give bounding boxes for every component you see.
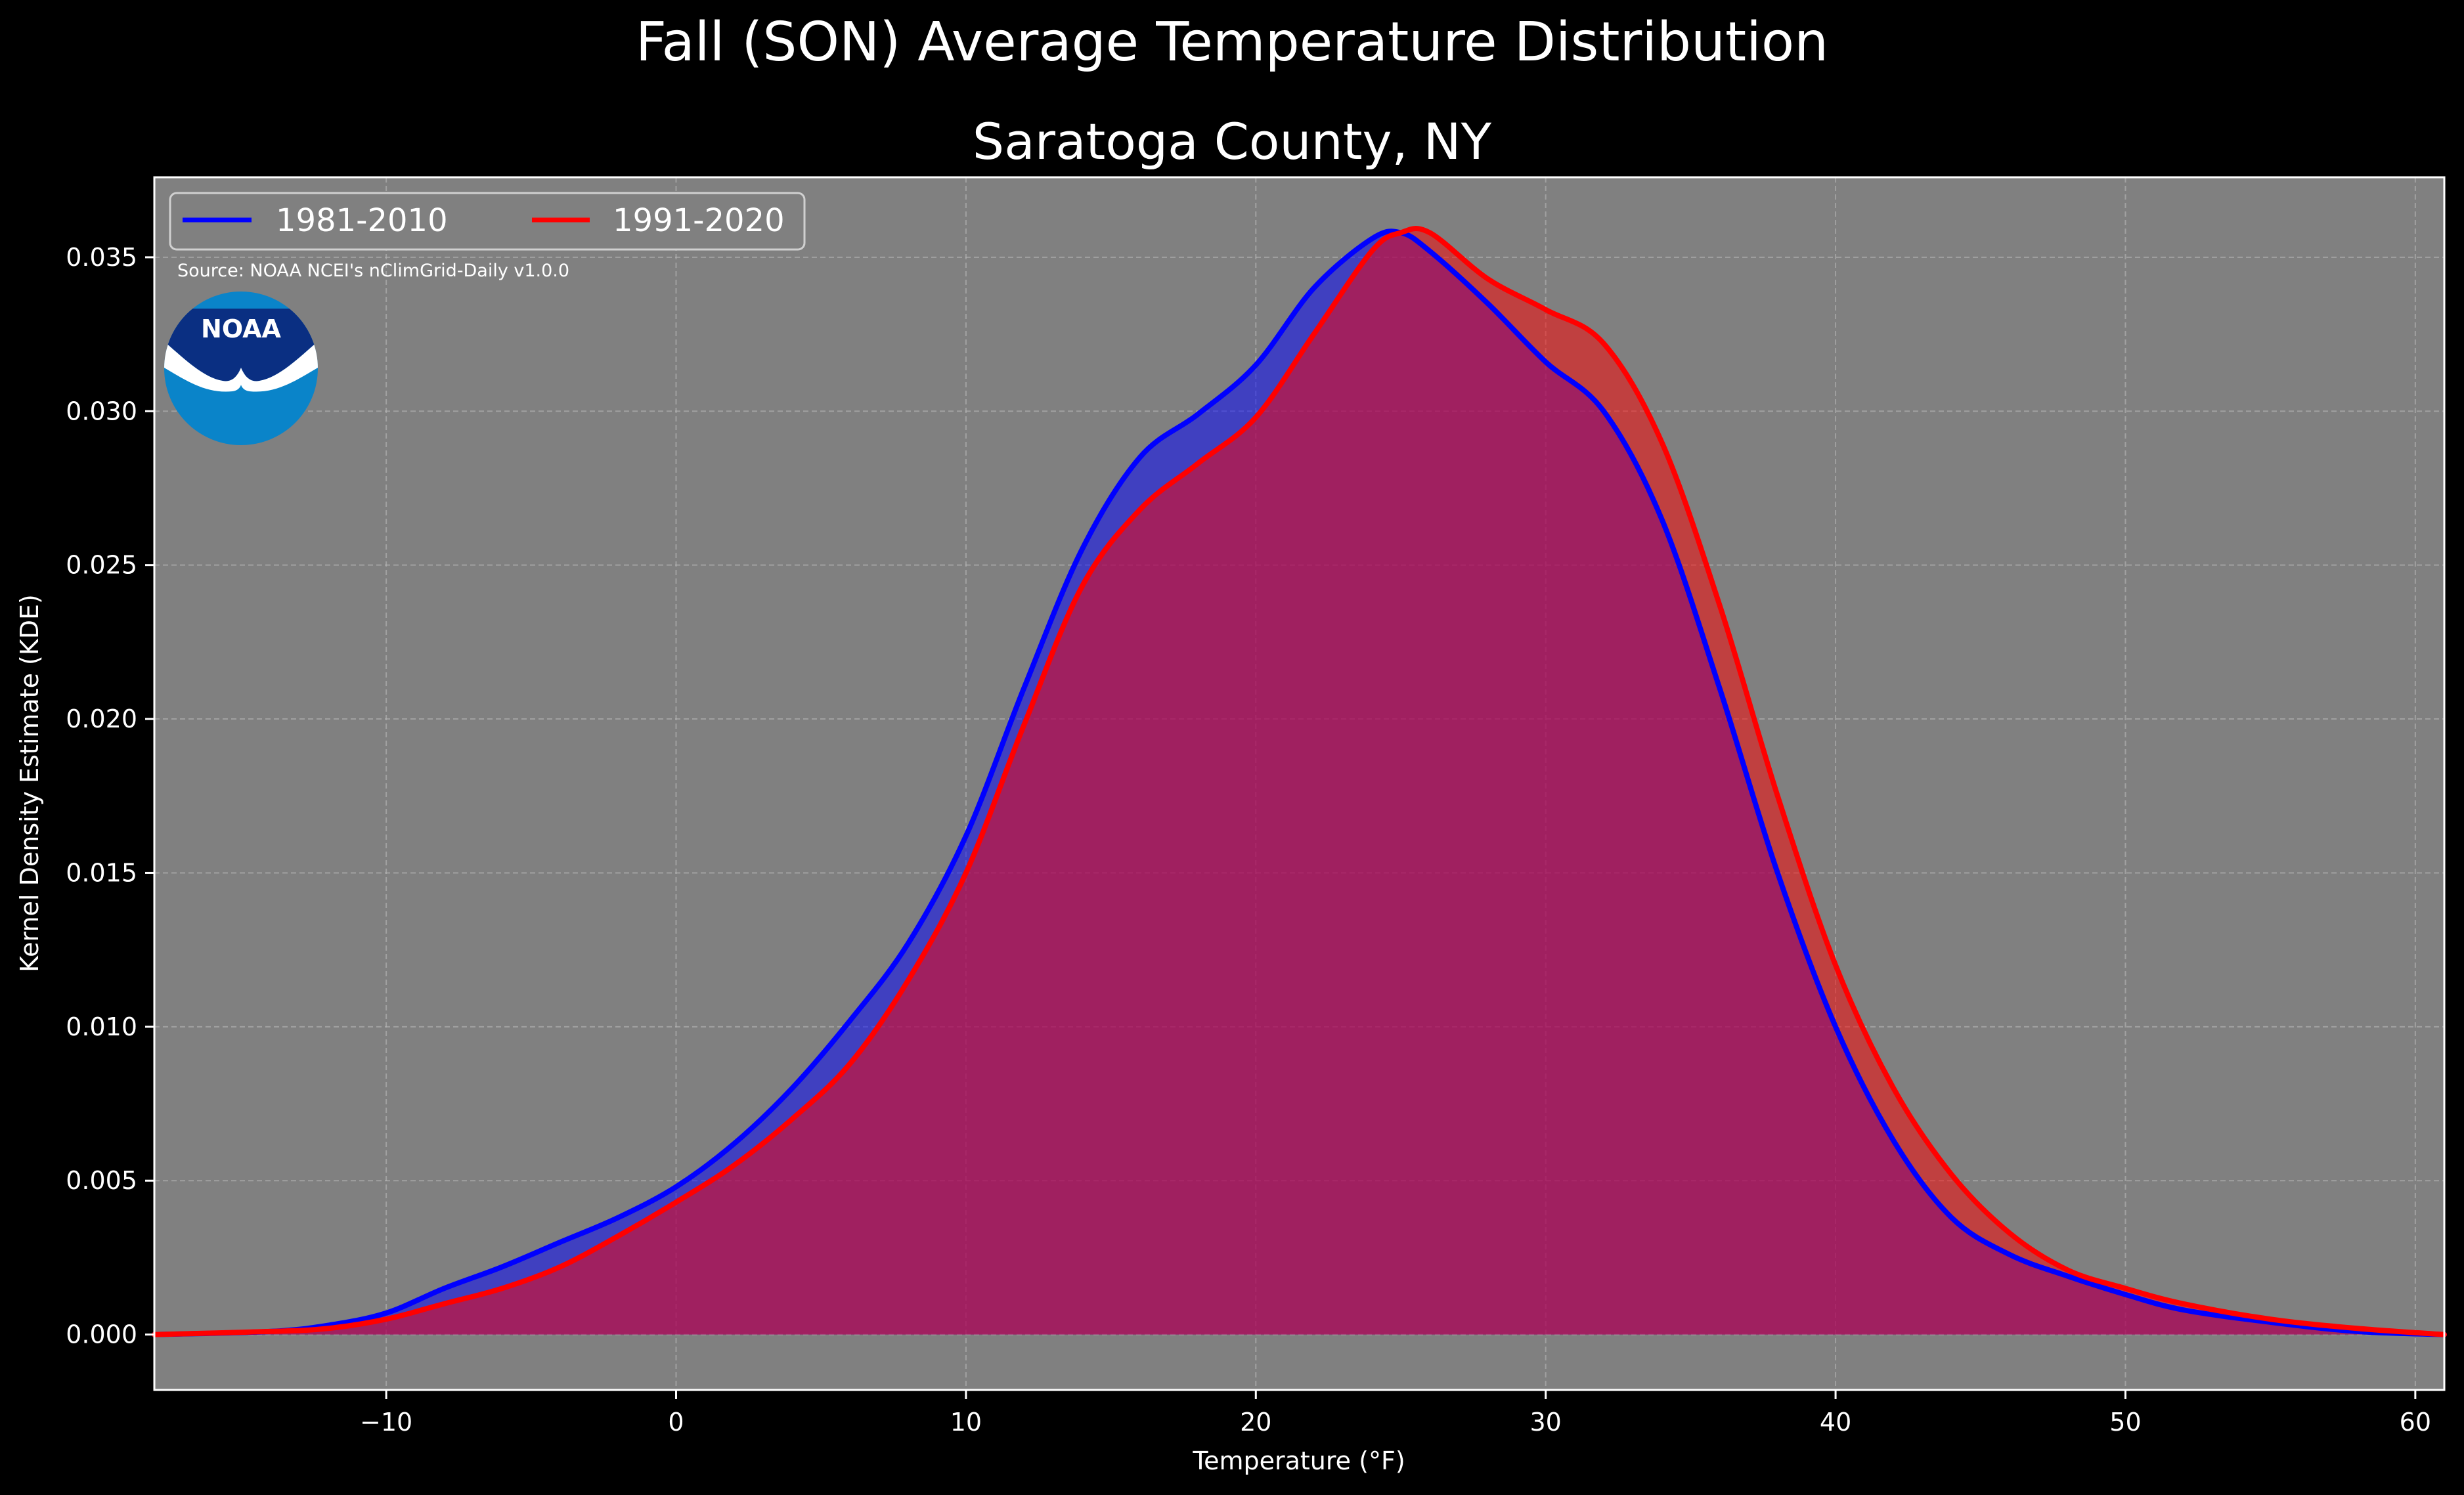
- degree-symbol: °: [1369, 1446, 1381, 1475]
- x-tick-label: 10: [950, 1408, 982, 1437]
- x-tick-label: 0: [668, 1408, 684, 1437]
- noaa-logo: NOAA: [164, 292, 318, 445]
- x-tick-label: 30: [1530, 1408, 1562, 1437]
- x-axis: −10 0 10 20 30 40 50 60: [360, 1390, 2431, 1437]
- figure-title: Fall (SON) Average Temperature Distribut…: [636, 11, 1828, 74]
- legend: 1981-2010 1991-2020: [169, 192, 806, 251]
- legend-label-1991-2020: 1991-2020: [613, 202, 785, 239]
- logo-sky: [164, 309, 318, 381]
- y-tick-label: 0.010: [66, 1012, 137, 1041]
- series-line-1991-2020: [152, 225, 2447, 1337]
- x-axis-label: Temperature (°F): [1192, 1446, 1405, 1475]
- chart-title: Saratoga County, NY: [973, 112, 1492, 171]
- y-tick-label: 0.020: [66, 704, 137, 733]
- logo-text: NOAA: [201, 314, 281, 343]
- x-tick-label: −10: [360, 1408, 412, 1437]
- plot-frame: [153, 176, 2446, 1391]
- y-tick-label: 0.035: [66, 243, 137, 272]
- x-tick-label: 20: [1240, 1408, 1271, 1437]
- legend-box: [169, 192, 806, 251]
- y-axis: 0.000 0.005 0.010 0.015 0.020 0.025 0.030 0.035: [66, 243, 154, 1349]
- source-note: Source: NOAA NCEI's nClimGrid-Daily v1.0…: [177, 261, 569, 281]
- x-tick-label: 40: [1820, 1408, 1851, 1437]
- y-axis-label: Kernel Density Estimate (KDE): [15, 594, 44, 972]
- series-layer: [152, 225, 2447, 1337]
- y-tick-label: 0.025: [66, 551, 137, 580]
- y-tick-label: 0.015: [66, 858, 137, 887]
- x-tick-label: 50: [2109, 1408, 2141, 1437]
- x-tick-label: 60: [2400, 1408, 2431, 1437]
- series-line-1981-2010: [152, 228, 2447, 1337]
- logo-seagull: [164, 341, 318, 392]
- legend-label-1981-2010: 1981-2010: [276, 202, 448, 239]
- y-tick-label: 0.005: [66, 1166, 137, 1195]
- y-tick-label: 0.000: [66, 1320, 137, 1349]
- series-area-1991-2020: [154, 228, 2444, 1335]
- y-tick-label: 0.030: [66, 397, 137, 425]
